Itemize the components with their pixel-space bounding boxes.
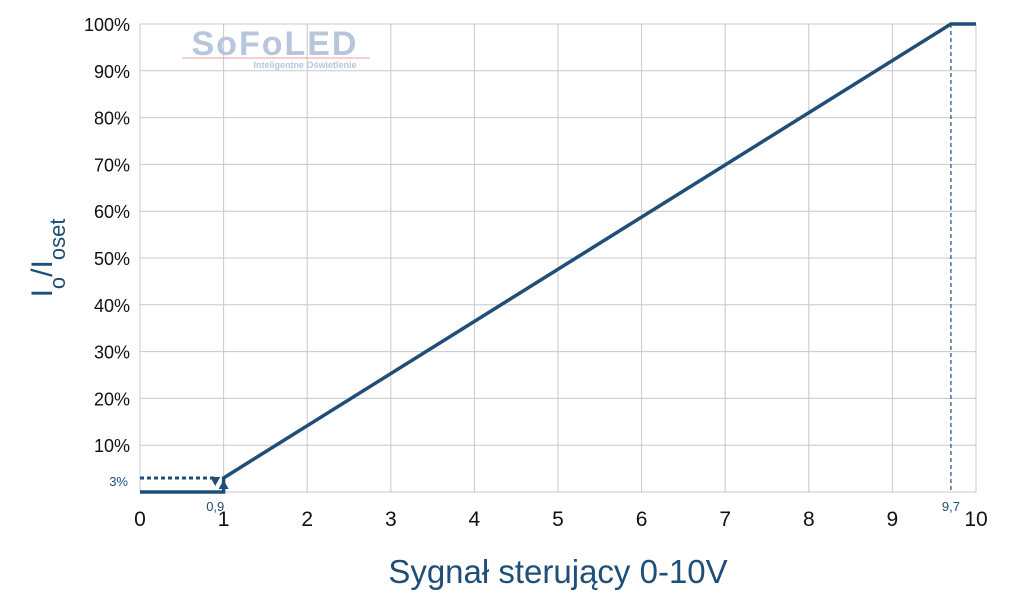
y-tick-label: 30% — [94, 343, 130, 363]
y-tick-label: 100% — [84, 15, 130, 35]
x-tick-label: 2 — [301, 508, 313, 531]
series-line — [140, 22, 976, 494]
x-tick-label: 1 — [218, 508, 230, 531]
full-threshold-label: 9,7 — [942, 499, 960, 514]
y-tick-label: 70% — [94, 155, 130, 175]
x-tick-label: 8 — [803, 508, 815, 531]
off-threshold-label: 0,9 — [206, 499, 224, 514]
y-tick-label: 20% — [94, 389, 130, 409]
on-threshold-marker — [218, 480, 229, 489]
y-tick-label: 90% — [94, 62, 130, 82]
y-tick-label: 80% — [94, 109, 130, 129]
y-axis-label-part: I — [26, 289, 59, 297]
y-tick-label: 40% — [94, 296, 130, 316]
x-axis-label: Sygnał sterujący 0-10V — [388, 553, 727, 590]
x-tick-label: 6 — [636, 508, 648, 531]
off-threshold-marker — [210, 476, 221, 486]
y-axis-label-subscript: o — [45, 277, 70, 289]
x-tick-label: 0 — [134, 508, 146, 531]
low-level-label: 3% — [109, 474, 128, 489]
y-axis-label: Io/Ioset — [26, 219, 70, 298]
sofoled-logo: SoFoLED Inteligentne Oświetlenie — [182, 25, 370, 70]
x-tick-label: 10 — [964, 508, 987, 531]
tick-labels: 0 1 2 3 4 5 6 7 8 9 10 10% 20% 30% 40% 50% 60% 70% 80% 90% 1… — [84, 15, 988, 531]
grid — [139, 23, 977, 493]
logo-text: SoFoLED — [192, 25, 359, 63]
x-tick-label: 9 — [887, 508, 899, 531]
x-tick-label: 3 — [385, 508, 397, 531]
x-tick-label: 5 — [552, 508, 564, 531]
logo-tagline: Inteligentne Oświetlenie — [253, 60, 356, 70]
y-tick-label: 10% — [94, 436, 130, 456]
y-axis-label-subscript: oset — [45, 219, 70, 261]
annotations: 3% 0,9 9,7 — [109, 24, 960, 514]
y-axis-label-part: /I — [26, 260, 59, 277]
series — [140, 22, 976, 494]
y-tick-label: 50% — [94, 249, 130, 269]
y-tick-label: 60% — [94, 202, 130, 222]
x-tick-label: 4 — [469, 508, 481, 531]
x-tick-label: 7 — [719, 508, 731, 531]
